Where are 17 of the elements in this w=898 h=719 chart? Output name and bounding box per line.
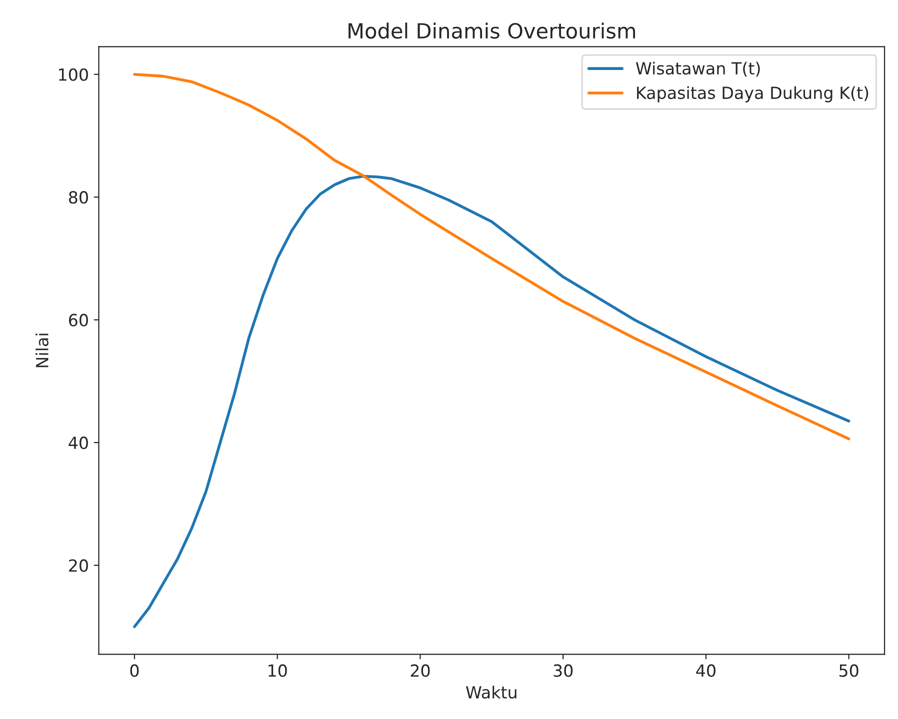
chart-title: Model Dinamis Overtourism [348, 22, 636, 39]
x-tick-label: 10 [268, 664, 287, 677]
x-tick-label: 30 [554, 664, 573, 677]
y-tick-label: 60 [69, 314, 88, 326]
x-tick-label: 50 [839, 664, 858, 677]
x-axis-title: Waktu [466, 686, 516, 699]
y-tick-label: 100 [59, 68, 88, 81]
y-tick-label: 40 [68, 436, 88, 450]
y-axis-title: Nilai [36, 334, 48, 368]
x-tick-label: 0 [130, 664, 139, 677]
y-tick-label: 80 [68, 191, 88, 204]
x-tick-label: 20 [410, 664, 430, 677]
x-tick-label: 40 [696, 664, 716, 677]
legend-label: Kapasitas Daya Dukung K(t) [637, 86, 868, 102]
legend-label: Wisatawan T(t) [636, 62, 760, 77]
y-tick-label: 20 [69, 559, 88, 572]
line-series [133, 174, 850, 628]
